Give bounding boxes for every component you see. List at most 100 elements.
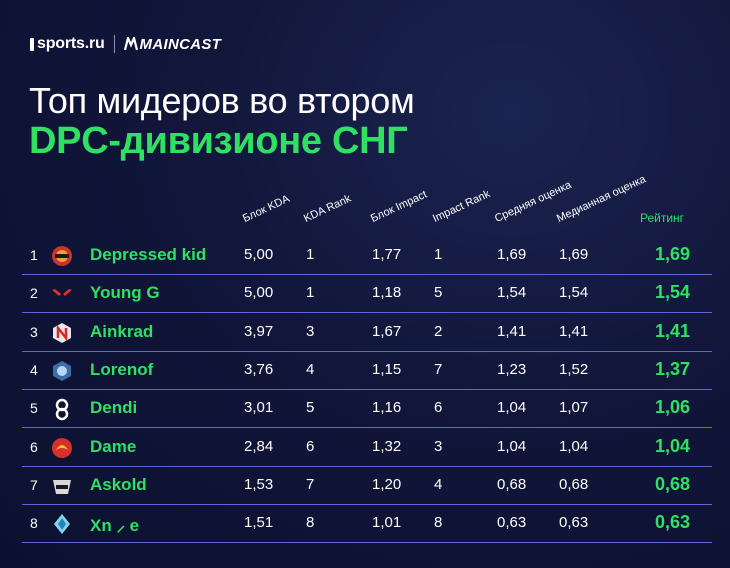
table-row: 3 Ainkrad 3,97 3 1,67 2 1,41 1,41 1,41 bbox=[22, 314, 712, 352]
kda-cell: 1,51 bbox=[244, 514, 274, 532]
impact-cell: 1,67 bbox=[372, 322, 402, 340]
kda-rank-cell: 5 bbox=[306, 399, 315, 417]
median-score-cell: 1,69 bbox=[559, 246, 589, 263]
kda-cell: 3,01 bbox=[244, 399, 274, 417]
impact-cell: 1,32 bbox=[372, 437, 402, 455]
avg-score-cell: 1,41 bbox=[497, 322, 527, 340]
impact-cell: 1,18 bbox=[372, 284, 402, 302]
team-logo-icon bbox=[50, 512, 74, 536]
brand-bar: sports.ru MAINCAST bbox=[30, 34, 221, 54]
kda-cell: 1,53 bbox=[244, 475, 274, 493]
kda-rank-cell: 1 bbox=[306, 246, 315, 263]
table-row: 1 Depressed kid 5,00 1 1,77 1 1,69 1,69 1,69 bbox=[22, 237, 712, 275]
kda-rank-cell: 1 bbox=[306, 284, 315, 302]
player-name: Depressed kid bbox=[90, 245, 207, 264]
kda-rank-cell: 3 bbox=[306, 322, 315, 340]
avg-score-cell: 1,04 bbox=[497, 399, 527, 417]
column-header-impact-rank: Impact Rank bbox=[430, 188, 492, 225]
maincast-label: MAINCAST bbox=[139, 35, 222, 53]
row-divider bbox=[22, 427, 712, 429]
avg-score-cell: 1,23 bbox=[497, 360, 527, 378]
player-name: Young G bbox=[90, 283, 160, 303]
rank-cell: 5 bbox=[30, 400, 38, 417]
player-name: Askold bbox=[90, 474, 147, 494]
row-divider bbox=[22, 465, 712, 467]
rating-cell: 1,41 bbox=[654, 320, 690, 341]
team-logo-icon bbox=[50, 321, 74, 345]
table-row: 5 Dendi 3,01 5 1,16 6 1,04 1,07 1,06 bbox=[22, 390, 712, 429]
impact-rank-cell: 7 bbox=[434, 360, 443, 378]
impact-rank-cell: 6 bbox=[434, 399, 443, 417]
kda-cell: 5,00 bbox=[244, 284, 274, 302]
team-logo-icon bbox=[50, 244, 74, 268]
kda-cell: 2,84 bbox=[244, 437, 274, 455]
impact-cell: 1,16 bbox=[372, 399, 402, 417]
player-name: Dendi bbox=[90, 398, 138, 418]
rating-cell: 0,68 bbox=[654, 473, 690, 494]
column-header-impact: Блок Impact bbox=[368, 188, 429, 225]
table-row: 2 Young G 5,00 1 1,18 5 1,54 1,54 1,54 bbox=[22, 275, 712, 314]
row-divider bbox=[22, 274, 712, 275]
avg-score-cell: 1,69 bbox=[497, 246, 527, 263]
rating-cell: 0,63 bbox=[654, 512, 690, 533]
table-row: 8 Xn ⸝ e 1,51 8 1,01 8 0,63 0,63 0,63 bbox=[22, 505, 712, 544]
team-logo-icon bbox=[50, 436, 74, 460]
median-score-cell: 1,54 bbox=[559, 284, 589, 302]
maincast-icon bbox=[123, 37, 138, 51]
row-divider bbox=[22, 503, 712, 505]
row-divider bbox=[22, 388, 712, 390]
column-header-rating: Рейтинг bbox=[640, 211, 685, 225]
avg-score-cell: 0,68 bbox=[497, 475, 527, 493]
impact-rank-cell: 2 bbox=[434, 322, 443, 340]
kda-rank-cell: 7 bbox=[306, 475, 315, 493]
impact-rank-cell: 1 bbox=[434, 246, 443, 263]
impact-cell: 1,77 bbox=[372, 246, 402, 263]
impact-rank-cell: 5 bbox=[434, 284, 443, 302]
median-score-cell: 1,52 bbox=[559, 360, 589, 378]
rank-cell: 4 bbox=[30, 361, 38, 378]
median-score-cell: 1,04 bbox=[559, 437, 589, 455]
column-header-kda: Блок KDA bbox=[240, 192, 292, 225]
row-divider bbox=[22, 312, 712, 314]
player-name: Lorenof bbox=[90, 359, 154, 379]
median-score-cell: 0,63 bbox=[559, 514, 589, 532]
rating-cell: 1,54 bbox=[654, 282, 690, 303]
impact-cell: 1,15 bbox=[372, 360, 402, 378]
rank-cell: 8 bbox=[30, 515, 38, 532]
page-title: Топ мидеров во втором bbox=[29, 80, 415, 121]
team-logo-icon bbox=[50, 474, 74, 498]
brand-divider bbox=[113, 35, 115, 53]
median-score-cell: 1,41 bbox=[559, 322, 589, 340]
player-name: Dame bbox=[90, 436, 137, 456]
rank-cell: 3 bbox=[30, 323, 38, 340]
table-row: 4 Lorenof 3,76 4 1,15 7 1,23 1,52 1,37 bbox=[22, 352, 712, 390]
team-logo-icon bbox=[50, 359, 74, 383]
rank-cell: 1 bbox=[30, 247, 38, 263]
median-score-cell: 1,07 bbox=[559, 399, 589, 417]
row-divider bbox=[22, 350, 712, 352]
team-logo-icon bbox=[50, 397, 74, 421]
page-subtitle: DPC-дивизионе СНГ bbox=[29, 120, 408, 162]
impact-rank-cell: 8 bbox=[434, 514, 443, 532]
rank-cell: 6 bbox=[30, 438, 38, 455]
impact-rank-cell: 4 bbox=[434, 475, 443, 493]
kda-rank-cell: 4 bbox=[306, 360, 315, 378]
rating-cell: 1,04 bbox=[654, 435, 690, 456]
impact-cell: 1,01 bbox=[372, 514, 402, 532]
sports-ru-logo: sports.ru bbox=[30, 35, 105, 53]
median-score-cell: 0,68 bbox=[559, 475, 589, 493]
kda-rank-cell: 8 bbox=[306, 514, 315, 532]
table-row: 7 Askold 1,53 7 1,20 4 0,68 0,68 0,68 bbox=[22, 467, 712, 505]
sports-ru-label: sports.ru bbox=[37, 35, 105, 52]
row-divider bbox=[22, 542, 712, 544]
team-logo-icon bbox=[50, 282, 74, 306]
avg-score-cell: 1,54 bbox=[497, 284, 527, 302]
player-name: Xn ⸝ e bbox=[90, 516, 140, 536]
rank-cell: 2 bbox=[30, 285, 38, 302]
kda-cell: 3,97 bbox=[244, 322, 274, 340]
impact-rank-cell: 3 bbox=[434, 437, 443, 455]
rating-cell: 1,69 bbox=[654, 244, 690, 264]
player-name: Ainkrad bbox=[90, 321, 154, 341]
kda-rank-cell: 6 bbox=[306, 437, 315, 455]
avg-score-cell: 1,04 bbox=[497, 437, 527, 455]
